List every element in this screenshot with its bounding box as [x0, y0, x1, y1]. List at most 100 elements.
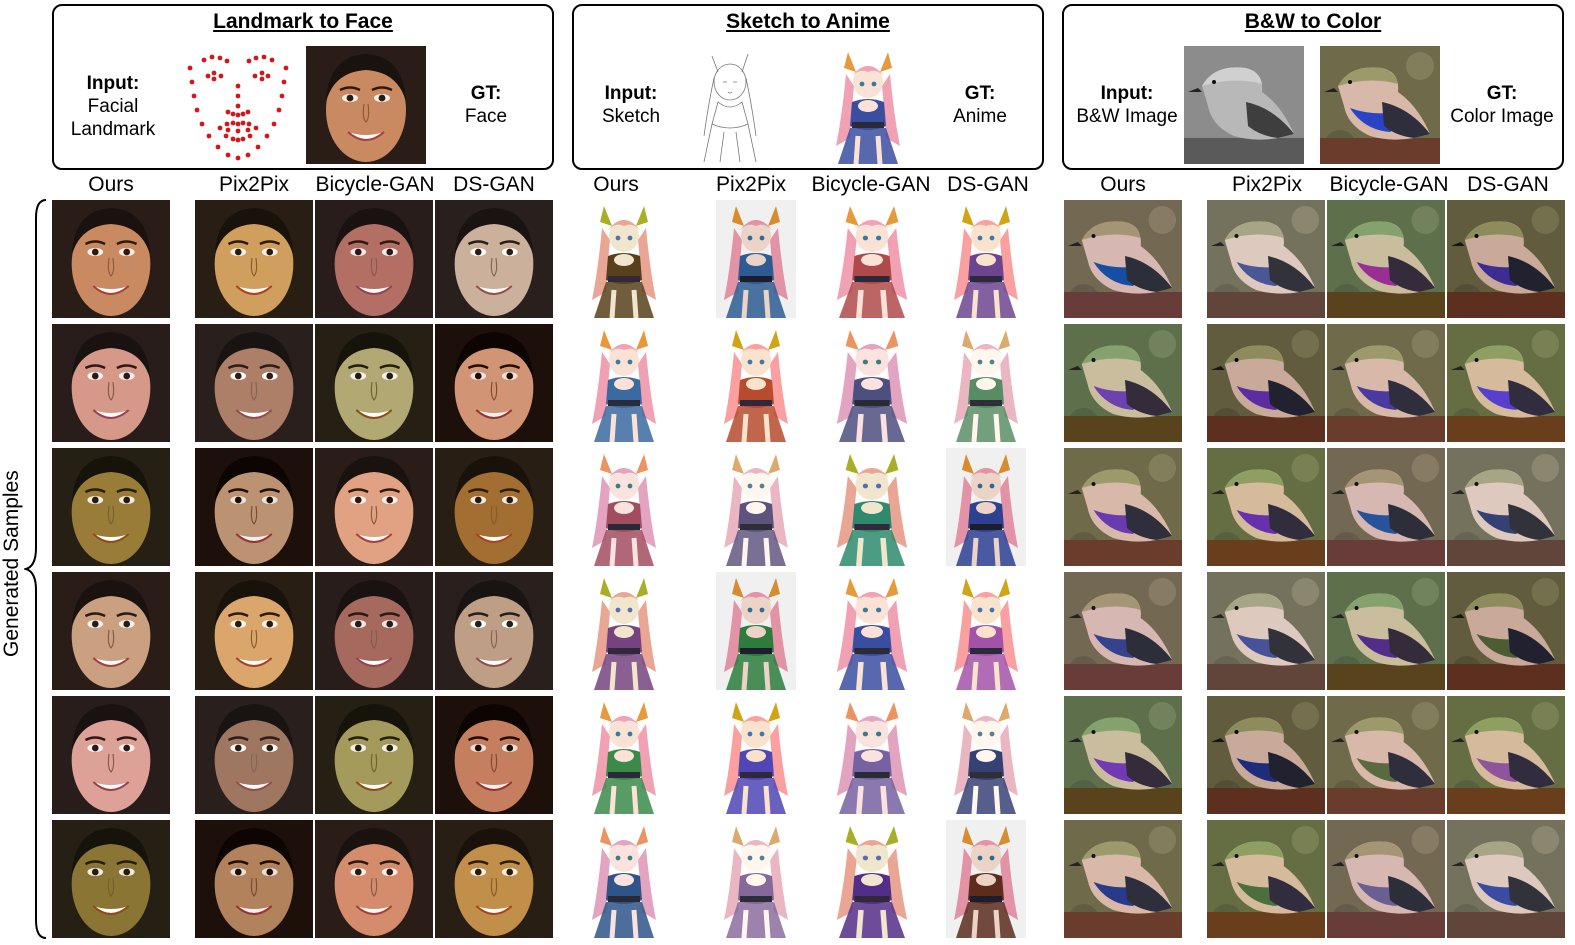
col-header-face-bicyclegan: Bicycle-GAN	[315, 173, 435, 196]
sample-bird-dsgan-row-2	[1447, 324, 1565, 442]
row-label-generated-samples: Generated Samples	[0, 470, 23, 657]
sample-face-dsgan-row-6	[435, 820, 553, 938]
sample-face-pix2pix-row-2	[195, 324, 313, 442]
panel-landmark-to-face: Landmark to Face Input: Facial Landmark	[52, 4, 554, 170]
input-label-landmark: Input: Facial Landmark	[68, 72, 158, 141]
sample-face-ours-row-5	[52, 696, 170, 814]
input-heading: Input:	[86, 73, 140, 94]
col-header-bird-pix2pix: Pix2Pix	[1231, 173, 1303, 196]
color-ground-truth-image	[1320, 46, 1440, 164]
col-header-face-pix2pix: Pix2Pix	[218, 173, 290, 196]
sample-anime-bicyclegan-row-6	[828, 820, 916, 938]
input-heading: Input:	[604, 83, 658, 104]
sample-face-dsgan-row-4	[435, 572, 553, 690]
sample-face-ours-row-3	[52, 448, 170, 566]
sample-face-dsgan-row-5	[435, 696, 553, 814]
gt-label-color: GT: Color Image	[1442, 82, 1562, 128]
sample-anime-pix2pix-row-4	[716, 572, 796, 690]
sample-bird-dsgan-row-6	[1447, 820, 1565, 938]
sample-face-ours-row-4	[52, 572, 170, 690]
sample-bird-bicyclegan-row-5	[1327, 696, 1445, 814]
sample-anime-ours-row-1	[584, 200, 664, 318]
sample-anime-dsgan-row-5	[946, 696, 1026, 814]
col-header-bird-ours: Ours	[1100, 173, 1146, 196]
sample-anime-dsgan-row-2	[946, 324, 1026, 442]
sample-face-pix2pix-row-1	[195, 200, 313, 318]
sample-face-bicyclegan-row-5	[315, 696, 433, 814]
sample-face-pix2pix-row-3	[195, 448, 313, 566]
sample-bird-ours-row-4	[1064, 572, 1182, 690]
sample-bird-bicyclegan-row-3	[1327, 448, 1445, 566]
col-header-anime-pix2pix: Pix2Pix	[715, 173, 787, 196]
sample-bird-ours-row-5	[1064, 696, 1182, 814]
sample-face-dsgan-row-1	[435, 200, 553, 318]
sample-anime-pix2pix-row-2	[716, 324, 796, 442]
col-header-bird-bicyclegan: Bicycle-GAN	[1329, 173, 1449, 196]
input-text-1: Sketch	[601, 106, 661, 127]
sample-face-ours-row-1	[52, 200, 170, 318]
sample-bird-dsgan-row-1	[1447, 200, 1565, 318]
landmark-input-image	[176, 46, 296, 164]
sample-anime-pix2pix-row-3	[716, 448, 796, 566]
panel-title-landmark: Landmark to Face	[213, 10, 393, 33]
panel-title-anime: Sketch to Anime	[726, 10, 890, 33]
gt-heading: GT:	[470, 83, 502, 104]
sample-bird-dsgan-row-5	[1447, 696, 1565, 814]
input-text-2: Landmark	[70, 119, 156, 140]
sample-anime-ours-row-3	[584, 448, 664, 566]
sample-bird-pix2pix-row-3	[1207, 448, 1325, 566]
panel-title-color: B&W to Color	[1244, 10, 1382, 33]
panel-sketch-to-anime: Sketch to Anime Input: Sketch GT: Anime	[572, 4, 1044, 170]
sample-face-pix2pix-row-4	[195, 572, 313, 690]
sample-anime-pix2pix-row-5	[716, 696, 796, 814]
input-text-1: Facial	[87, 96, 139, 117]
sample-bird-bicyclegan-row-2	[1327, 324, 1445, 442]
sample-anime-ours-row-6	[584, 820, 664, 938]
sample-anime-bicyclegan-row-4	[828, 572, 916, 690]
sample-bird-pix2pix-row-6	[1207, 820, 1325, 938]
sample-face-bicyclegan-row-6	[315, 820, 433, 938]
sample-face-ours-row-6	[52, 820, 170, 938]
sample-bird-ours-row-2	[1064, 324, 1182, 442]
sample-anime-ours-row-5	[584, 696, 664, 814]
sample-anime-bicyclegan-row-3	[828, 448, 916, 566]
col-header-face-ours: Ours	[88, 173, 134, 196]
sample-anime-bicyclegan-row-5	[828, 696, 916, 814]
sample-anime-dsgan-row-6	[946, 820, 1026, 938]
sample-face-pix2pix-row-6	[195, 820, 313, 938]
sample-face-bicyclegan-row-1	[315, 200, 433, 318]
panel-bw-to-color: B&W to Color Input: B&W Image GT: Color …	[1062, 4, 1564, 170]
sample-bird-dsgan-row-4	[1447, 572, 1565, 690]
bw-input-image	[1184, 46, 1304, 164]
col-header-anime-ours: Ours	[593, 173, 639, 196]
sample-face-bicyclegan-row-3	[315, 448, 433, 566]
gt-label-face: GT: Face	[436, 82, 536, 128]
col-header-anime-bicyclegan: Bicycle-GAN	[811, 173, 931, 196]
sample-anime-dsgan-row-4	[946, 572, 1026, 690]
anime-ground-truth-image	[828, 46, 908, 164]
sample-face-dsgan-row-3	[435, 448, 553, 566]
col-header-bird-dsgan: DS-GAN	[1467, 173, 1549, 196]
sample-bird-dsgan-row-3	[1447, 448, 1565, 566]
sample-bird-ours-row-6	[1064, 820, 1182, 938]
sample-face-bicyclegan-row-4	[315, 572, 433, 690]
input-heading: Input:	[1100, 83, 1154, 104]
sample-anime-bicyclegan-row-2	[828, 324, 916, 442]
sample-face-ours-row-2	[52, 324, 170, 442]
gt-text: Anime	[953, 106, 1007, 127]
sample-anime-ours-row-4	[584, 572, 664, 690]
sample-bird-bicyclegan-row-4	[1327, 572, 1445, 690]
sample-anime-pix2pix-row-6	[716, 820, 796, 938]
face-ground-truth-image	[306, 46, 426, 164]
gt-label-anime: GT: Anime	[932, 82, 1028, 128]
sample-face-dsgan-row-2	[435, 324, 553, 442]
sample-anime-dsgan-row-1	[946, 200, 1026, 318]
sample-anime-ours-row-2	[584, 324, 664, 442]
sketch-input-image	[690, 46, 770, 164]
sample-bird-ours-row-1	[1064, 200, 1182, 318]
sample-bird-pix2pix-row-5	[1207, 696, 1325, 814]
gt-heading: GT:	[964, 83, 996, 104]
sample-bird-pix2pix-row-4	[1207, 572, 1325, 690]
input-text-1: B&W Image	[1076, 106, 1178, 127]
gt-text: Color Image	[1450, 106, 1554, 127]
